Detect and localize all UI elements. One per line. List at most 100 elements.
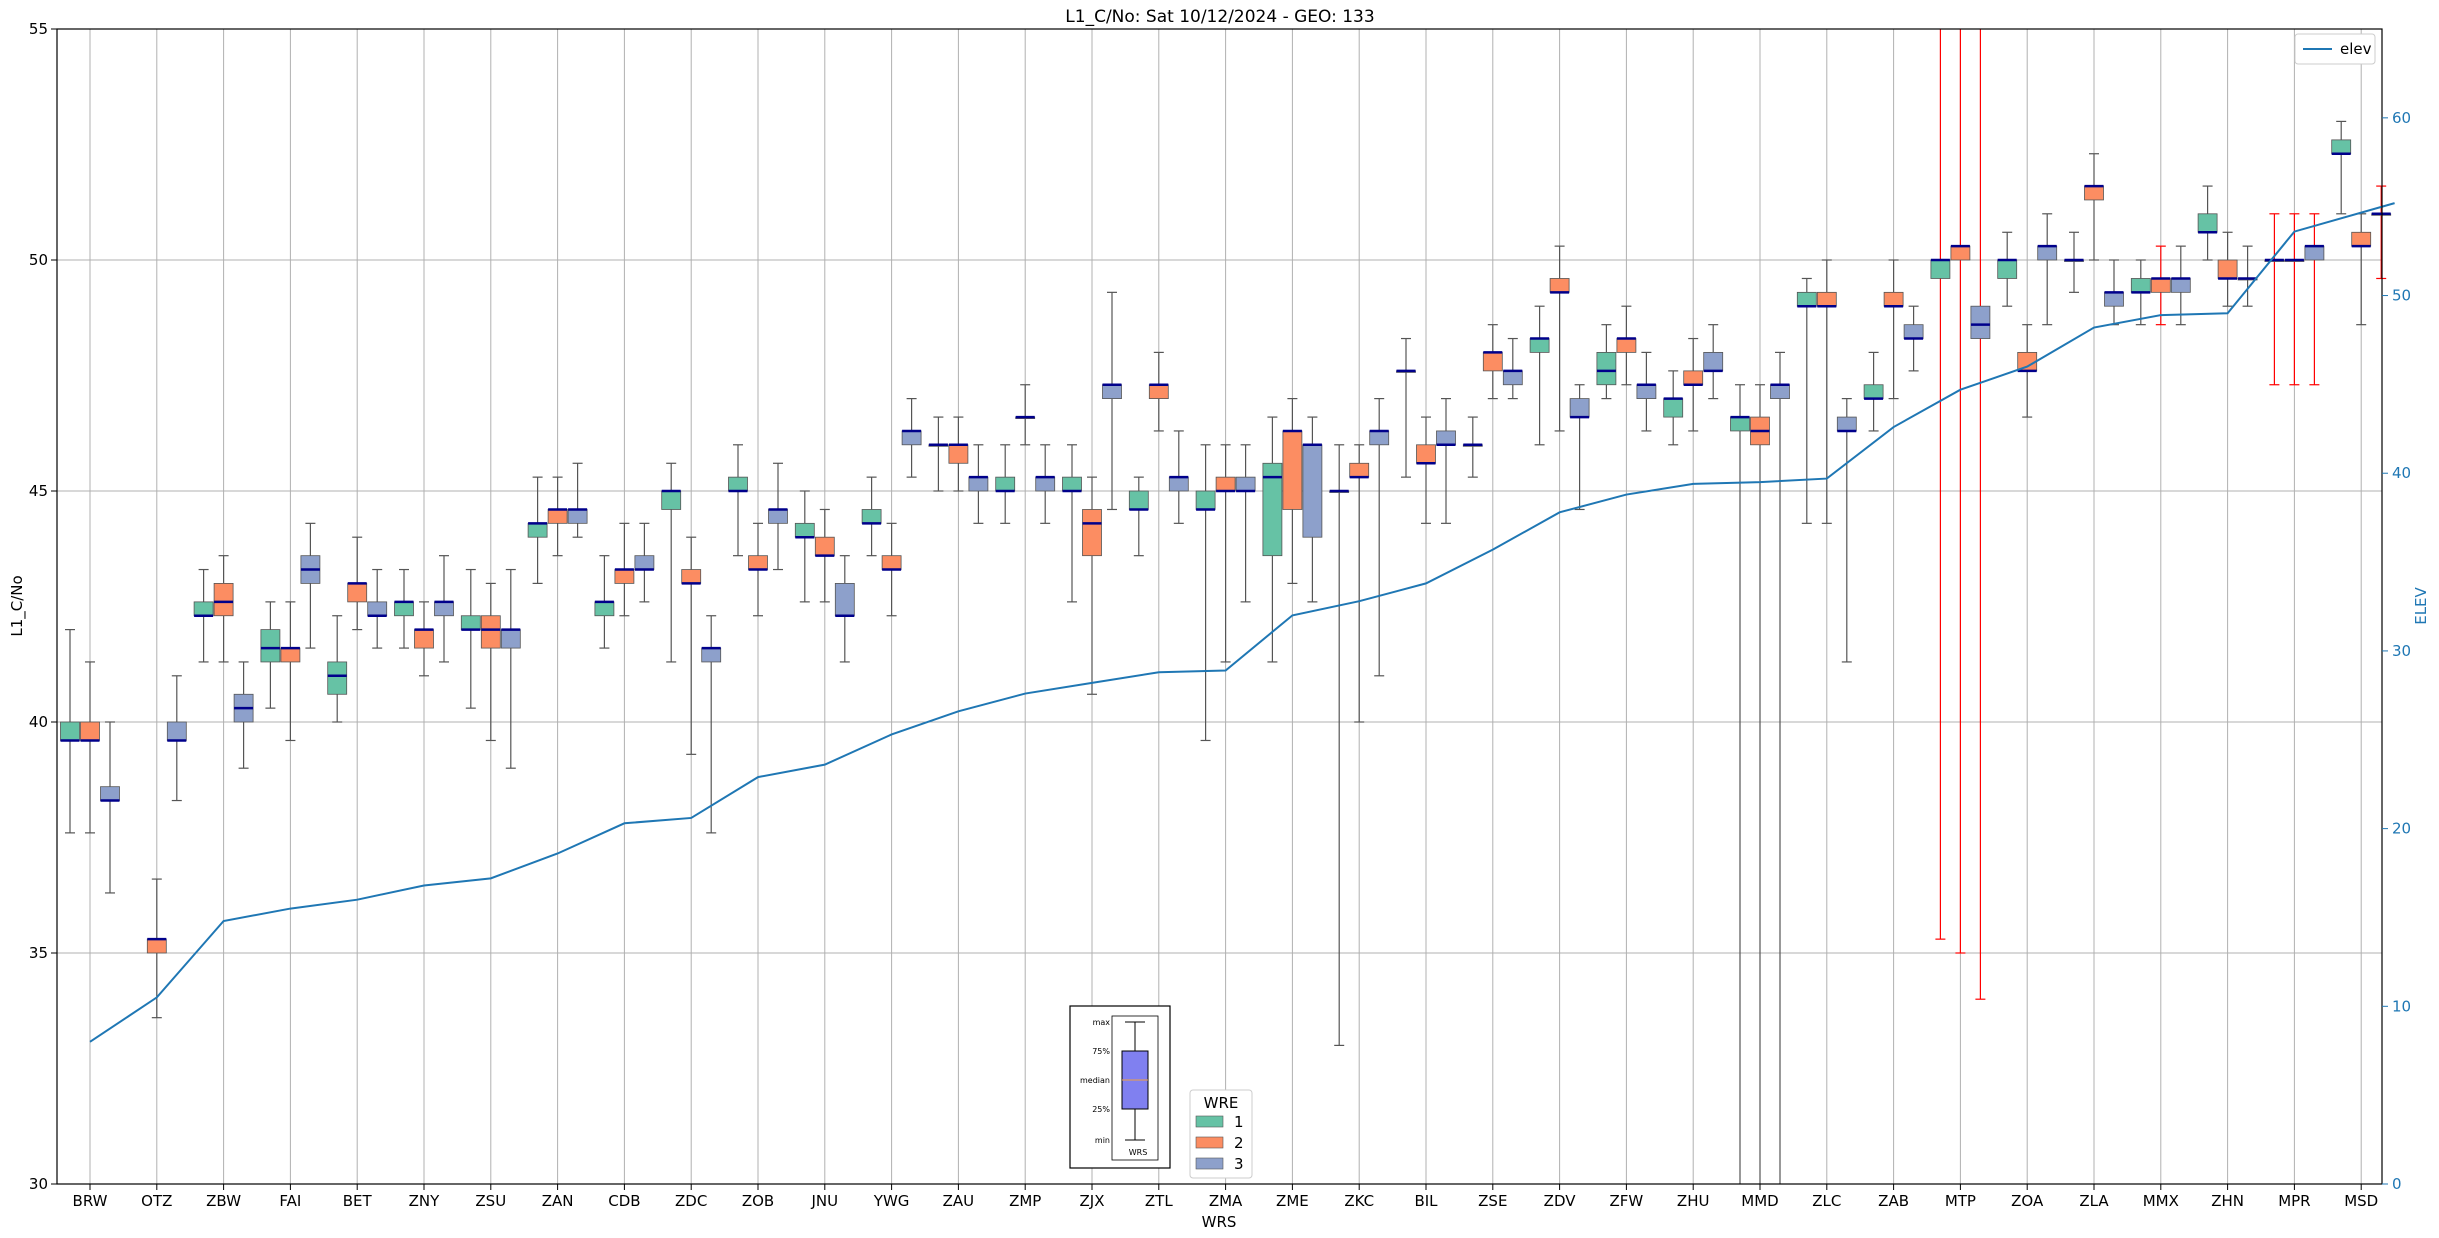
box-1-zan — [527, 476, 548, 585]
box-body — [2104, 291, 2124, 307]
box-body — [2197, 213, 2218, 233]
x-tick-label: YWG — [873, 1192, 910, 1210]
box-3-zsu — [500, 568, 521, 769]
box-2-zob — [748, 522, 768, 617]
y-tick-label: 45 — [29, 482, 48, 500]
box-1-zob — [728, 444, 748, 557]
box-2-mtp — [1950, 29, 1971, 954]
box-2-zlc — [1816, 259, 1837, 524]
box-body — [1235, 476, 1256, 492]
box-body — [1930, 259, 1951, 279]
box-3-mpr — [2304, 213, 2325, 386]
x-tick-label: MPR — [2278, 1192, 2310, 1210]
inset-label-q3: 75% — [1092, 1047, 1110, 1056]
box-3-zma — [1235, 444, 1256, 603]
box-3-ywg — [901, 398, 922, 478]
wre-legend-label-1: 1 — [1234, 1113, 1244, 1131]
box-body — [327, 661, 348, 695]
box-1-zab — [1863, 351, 1884, 432]
box-2-zse — [1482, 324, 1503, 400]
box-3-zkc — [1369, 398, 1390, 677]
box-1-mtp — [1930, 29, 1951, 940]
box-body — [1148, 384, 1169, 399]
inset-label-wrs: WRS — [1129, 1148, 1148, 1157]
box-3-msd — [2371, 185, 2392, 280]
y-tick-label: 40 — [29, 713, 48, 731]
box-3-zla — [2104, 259, 2124, 326]
x-axis-label: WRS — [1202, 1213, 1237, 1231]
box-body — [1903, 324, 1924, 339]
box-1-ztl — [1128, 476, 1149, 557]
box-body — [834, 583, 855, 617]
y2-tick-label: 50 — [2392, 287, 2411, 305]
x-tick-label: ZME — [1276, 1192, 1309, 1210]
inset-label-min: min — [1095, 1136, 1110, 1145]
box-2-jnu — [814, 508, 835, 603]
x-tick-label: BET — [343, 1192, 373, 1210]
box-2-zab — [1883, 259, 1904, 400]
box-1-zmp — [995, 444, 1016, 524]
y2-tick-label: 30 — [2392, 642, 2411, 660]
box-body — [1596, 351, 1617, 386]
inset-label-median: median — [1080, 1076, 1110, 1085]
box-body — [434, 601, 454, 617]
x-tick-label: MTP — [1945, 1192, 1976, 1210]
box-1-bil — [1396, 337, 1416, 478]
box-body — [146, 938, 167, 954]
box-1-zfw — [1596, 324, 1617, 400]
x-tick-label: CDB — [608, 1192, 640, 1210]
box-3-otz — [166, 675, 187, 802]
x-tick-label: JNU — [810, 1192, 838, 1210]
box-body — [1215, 476, 1236, 492]
box-body — [1482, 351, 1503, 372]
box-2-mmx — [2150, 245, 2171, 326]
inset-explanation: max 75% median 25% min WRS — [1069, 1005, 1171, 1169]
box-body — [881, 555, 902, 570]
box-1-zdv — [1529, 305, 1550, 446]
box-2-zny — [414, 601, 434, 677]
box-3-zab — [1903, 305, 1924, 372]
x-tick-label: MMD — [1741, 1192, 1778, 1210]
y-tick-label: 50 — [29, 251, 48, 269]
box-1-zlc — [1796, 277, 1817, 524]
box-1-brw — [60, 628, 80, 834]
box-1-mmx — [2130, 259, 2151, 326]
wre-legend-swatch-2 — [1195, 1136, 1224, 1149]
box-3-zhn — [2237, 245, 2258, 307]
box-body — [2150, 278, 2171, 293]
box-3-bil — [1436, 398, 1456, 524]
x-tick-label: ZAN — [542, 1192, 574, 1210]
box-3-zfw — [1636, 351, 1657, 432]
box-body — [60, 721, 80, 741]
y-tick-label: 55 — [29, 20, 48, 38]
elev-legend: elev — [2294, 33, 2376, 65]
box-2-brw — [80, 661, 100, 834]
box-body — [2304, 245, 2325, 261]
box-3-zhu — [1703, 324, 1724, 400]
box-1-zse — [1462, 416, 1483, 478]
box-body — [2037, 245, 2058, 261]
box-3-zdv — [1569, 384, 1590, 511]
plot-frame — [56, 28, 2383, 1185]
chart-title: L1_C/No: Sat 10/12/2024 - GEO: 133 — [1065, 7, 1374, 27]
inset-frame — [1069, 1005, 1171, 1169]
box-body — [1616, 338, 1637, 353]
box-1-zoa — [1997, 231, 2018, 307]
box-body — [213, 583, 234, 617]
box-body — [1082, 509, 1102, 557]
box-3-ztl — [1168, 430, 1189, 524]
box-body — [1863, 384, 1884, 399]
inset-inner-frame — [1111, 1015, 1159, 1161]
box-body — [2170, 278, 2191, 293]
y2-tick-label: 60 — [2392, 109, 2411, 127]
box-3-cdb — [634, 522, 655, 603]
elev-legend-frame — [2294, 33, 2376, 65]
wre-legend-swatch-1 — [1195, 1115, 1224, 1128]
box-3-zjx — [1102, 291, 1122, 511]
y-tick-label: 35 — [29, 944, 48, 962]
wre-legend: WRE 1 2 3 — [1189, 1089, 1253, 1179]
box-3-bet — [367, 568, 388, 649]
inset-label-max: max — [1093, 1018, 1111, 1027]
box-body — [1997, 259, 2018, 279]
